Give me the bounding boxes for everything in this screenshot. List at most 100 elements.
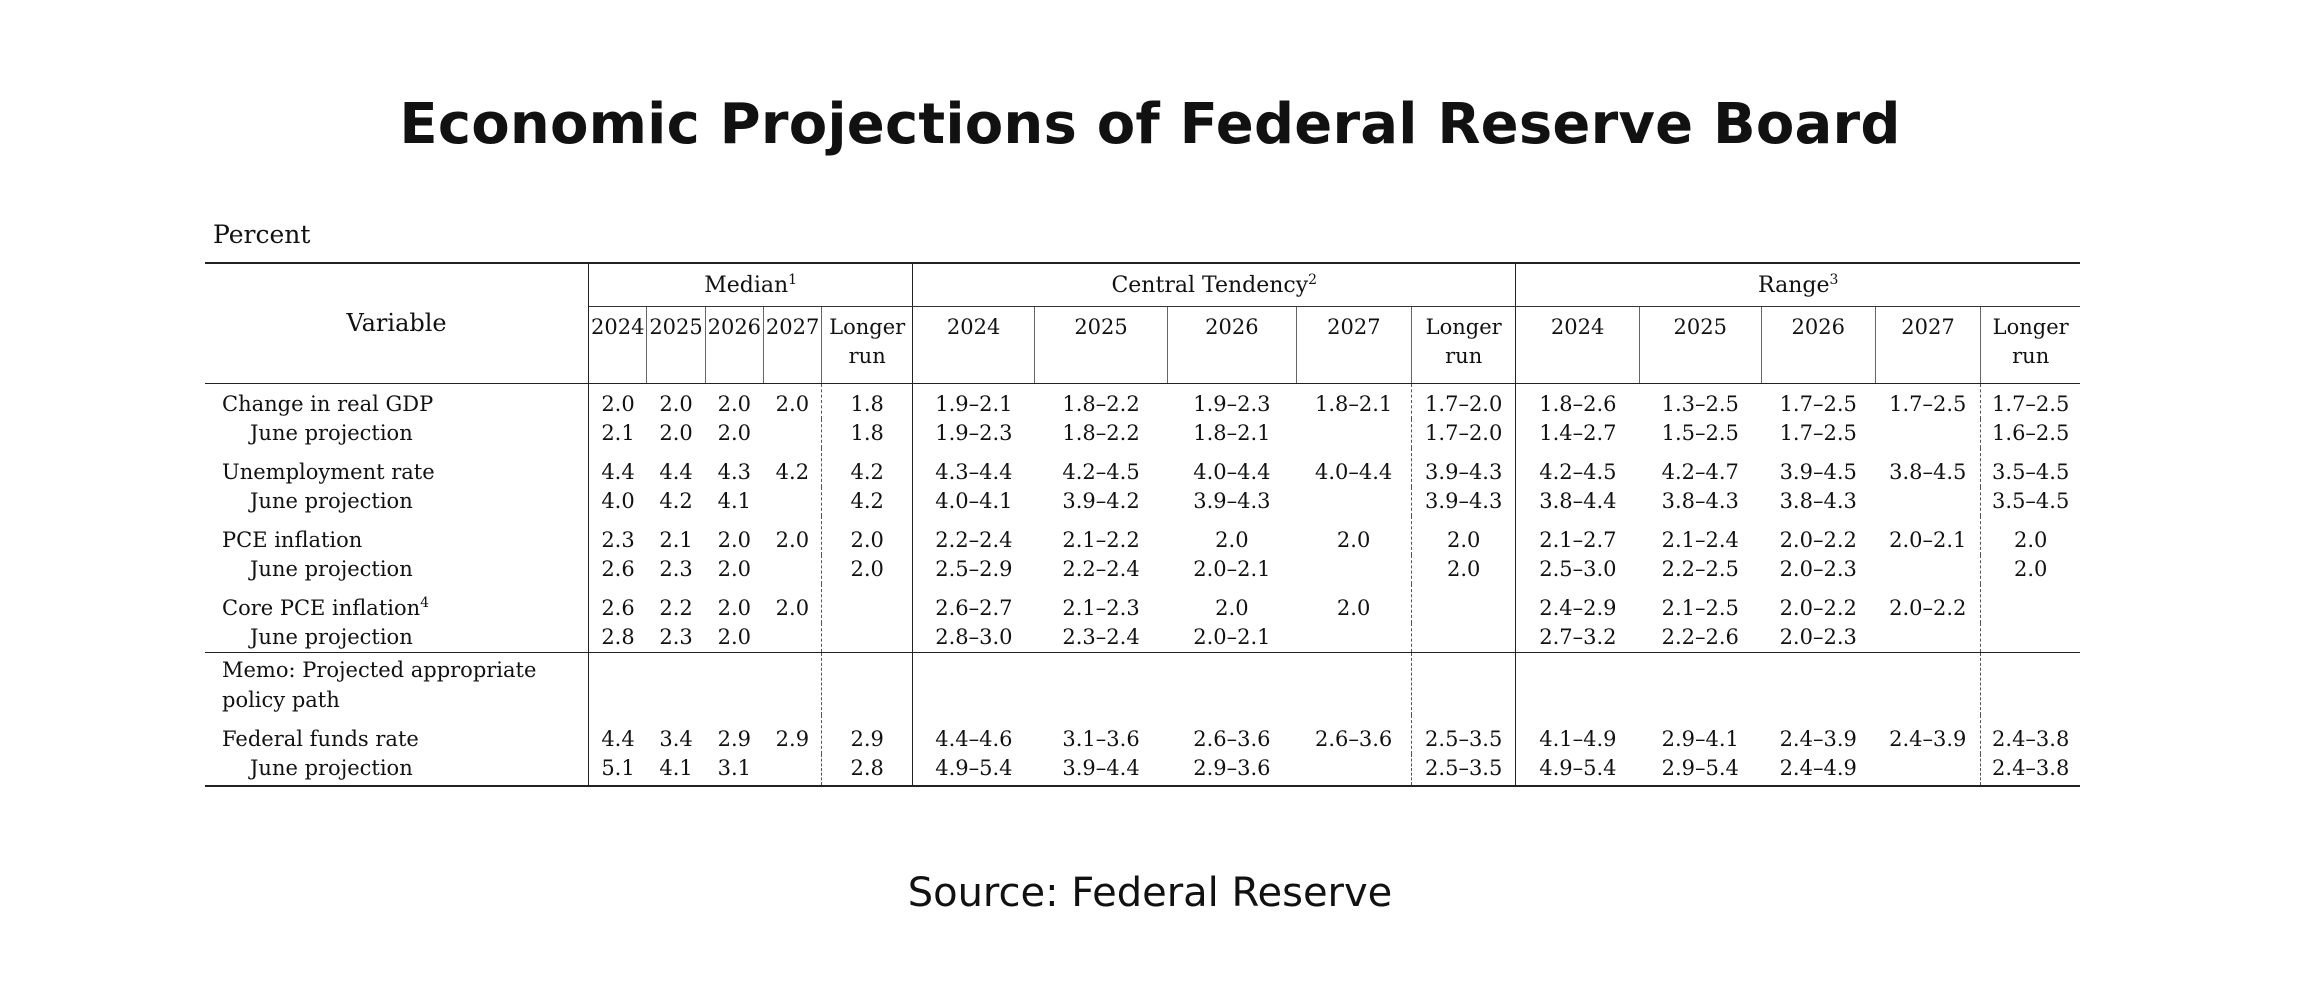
median-cell: 2.3	[659, 625, 693, 649]
central-cell: 2.0	[1410, 516, 1517, 555]
median-cell: 2.0	[717, 421, 752, 445]
longer-run-header: Longer run	[1980, 306, 2080, 384]
median-cell: 2.0	[717, 557, 752, 581]
table-row: June projection 5.1 4.1 3.1 2.8 4.9–5.4 3.9–4.…	[205, 754, 2080, 787]
median-cell: 2.6	[601, 557, 635, 581]
range-cell: 2.4–3.8	[1980, 754, 2080, 787]
row-label: Federal funds rate	[205, 715, 590, 754]
median-cell: 2.8	[601, 625, 635, 649]
median-cell	[763, 754, 822, 787]
range-cell: 3.8–4.3	[1661, 489, 1739, 513]
group-header-median: Median1	[588, 262, 914, 307]
central-cell: 2.1–2.3	[1062, 596, 1140, 620]
range-cell	[1515, 652, 1640, 715]
median-cell: 2.1	[659, 528, 693, 552]
median-cell: 2.0	[775, 596, 810, 620]
row-label: Unemployment rate	[205, 448, 590, 487]
central-cell: 4.0–4.1	[935, 489, 1013, 513]
median-cell: 2.0	[717, 528, 752, 552]
median-cell: 2.9	[821, 715, 914, 754]
range-cell	[1980, 652, 2080, 715]
central-cell: 2.0	[1215, 596, 1249, 620]
median-cell: 4.1	[646, 754, 706, 787]
range-cell: 3.5–4.5	[1980, 487, 2080, 516]
median-cell: 2.0	[717, 392, 752, 416]
central-cell: 4.2–4.5	[1062, 460, 1140, 484]
range-cell: 2.0–2.3	[1779, 557, 1857, 581]
median-cell	[588, 652, 647, 715]
central-cell: 2.2–2.4	[1062, 557, 1140, 581]
median-cell: 4.3	[717, 460, 752, 484]
median-cell: 4.2	[821, 487, 914, 516]
median-cell: 4.0	[601, 489, 635, 513]
source-note: Source: Federal Reserve	[907, 870, 1393, 916]
median-cell	[763, 623, 821, 653]
range-cell	[1980, 623, 2080, 653]
range-cell: 3.9–4.5	[1779, 460, 1857, 484]
table-row: June projection 2.8 2.3 2.0 2.8–3.0 2.3–2.4 2.…	[205, 623, 2080, 653]
median-cell: 4.4	[601, 460, 635, 484]
year-header: 2027	[1875, 306, 1982, 384]
central-cell: 4.9–5.4	[912, 754, 1035, 787]
range-cell	[1875, 754, 1981, 787]
central-cell	[1296, 555, 1411, 584]
range-cell: 1.3–2.5	[1661, 392, 1739, 416]
median-cell	[705, 652, 764, 715]
median-cell: 4.2	[821, 448, 914, 487]
range-cell: 1.7–2.5	[1779, 421, 1857, 445]
central-cell	[1167, 652, 1297, 715]
central-cell: 4.0–4.4	[1193, 460, 1271, 484]
central-cell: 2.6–3.6	[1193, 727, 1271, 751]
median-cell: 2.1	[601, 421, 635, 445]
central-cell: 2.0	[1410, 555, 1517, 584]
median-cell: 2.0	[717, 596, 752, 620]
range-cell	[1875, 419, 1981, 448]
central-cell: 1.7–2.0	[1410, 419, 1517, 448]
table-row: June projection 2.6 2.3 2.0 2.0 2.5–2.9 2.2–2.…	[205, 555, 2080, 584]
central-cell	[1410, 652, 1517, 715]
range-cell	[1639, 652, 1762, 715]
central-cell: 1.8–2.1	[1193, 421, 1271, 445]
central-cell: 2.0	[1336, 596, 1371, 620]
range-cell: 3.8–4.3	[1779, 489, 1857, 513]
year-header: 2025	[1034, 306, 1168, 384]
year-header: 2024	[1515, 306, 1640, 384]
table-body: Change in real GDP 2.0 2.0 2.0 2.0 1.8 1.9–2.1…	[205, 383, 2080, 787]
range-cell: 4.2–4.7	[1661, 460, 1739, 484]
median-cell: 1.8	[821, 383, 914, 419]
range-cell	[1875, 487, 1981, 516]
median-cell: 2.0	[659, 421, 693, 445]
range-cell: 3.8–4.5	[1889, 460, 1967, 484]
group-header-central-tendency: Central Tendency2	[912, 262, 1517, 307]
median-cell: 3.1	[705, 754, 764, 787]
table-row: June projection 2.1 2.0 2.0 1.8 1.9–2.3 1.8–2.…	[205, 419, 2080, 448]
central-cell: 2.6–2.7	[935, 596, 1013, 620]
median-cell: 2.9	[775, 727, 810, 751]
row-label: June projection	[205, 419, 590, 448]
median-cell: 2.0	[821, 516, 914, 555]
central-cell	[1296, 623, 1411, 653]
range-cell: 2.4–3.8	[1980, 715, 2080, 754]
range-cell: 2.1–2.4	[1661, 528, 1739, 552]
range-cell	[1875, 652, 1981, 715]
central-cell: 4.4–4.6	[935, 727, 1013, 751]
median-cell: 3.4	[659, 727, 693, 751]
range-cell: 4.9–5.4	[1515, 754, 1640, 787]
median-cell: 2.3	[659, 557, 693, 581]
range-cell	[1761, 652, 1876, 715]
median-cell: 2.0	[775, 528, 810, 552]
median-cell	[821, 623, 914, 653]
central-cell: 1.9–2.1	[935, 392, 1013, 416]
central-cell: 2.5–3.5	[1410, 715, 1517, 754]
range-cell: 2.9–4.1	[1661, 727, 1739, 751]
range-cell: 1.7–2.5	[1980, 383, 2080, 419]
year-header: 2024	[588, 306, 648, 384]
range-cell: 2.0	[1980, 516, 2080, 555]
range-cell: 1.8–2.6	[1539, 392, 1617, 416]
central-cell: 3.9–4.3	[1193, 489, 1271, 513]
median-cell	[763, 487, 821, 516]
longer-run-header: Longer run	[1410, 306, 1517, 384]
range-cell	[1875, 623, 1981, 653]
range-cell: 2.4–3.9	[1889, 727, 1967, 751]
central-cell	[1410, 584, 1517, 623]
